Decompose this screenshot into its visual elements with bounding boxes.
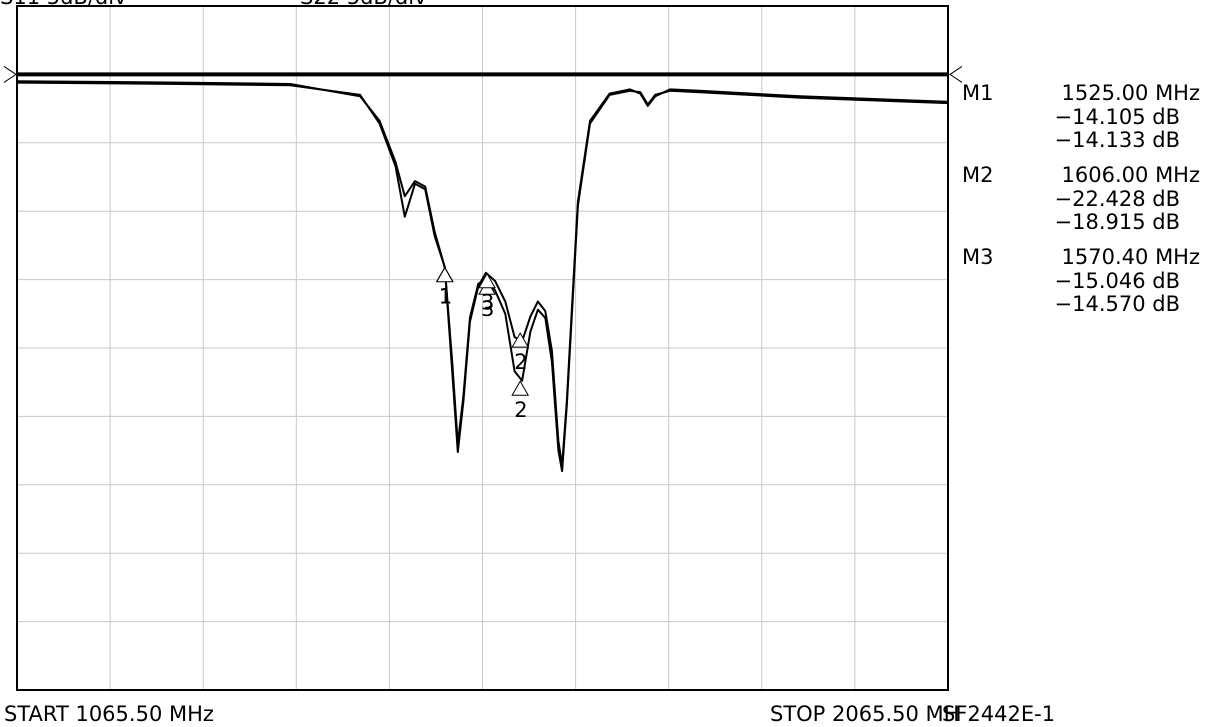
marker-freq: 1606.00 MHz: [1062, 163, 1200, 187]
marker-tag: 2: [514, 350, 527, 374]
stop-label: STOP 2065.50 MH: [770, 702, 959, 726]
header-s11: S11 5dB/div: [0, 0, 127, 9]
marker-freq: 1525.00 MHz: [1062, 81, 1200, 105]
marker-triangle: [511, 332, 530, 348]
plot-border: [16, 5, 949, 691]
trace: [16, 81, 949, 473]
marker-value: −14.570 dB: [1055, 292, 1181, 316]
marker-triangle: [511, 380, 530, 396]
marker-tag: 3: [481, 291, 494, 315]
model-label: SF2442E-1: [942, 702, 1055, 726]
marker-name: M2: [962, 163, 993, 187]
marker-triangle: [478, 272, 496, 289]
start-label: START 1065.50 MHz: [4, 702, 214, 726]
marker-value: −15.046 dB: [1055, 269, 1181, 293]
header-s22: S22 5dB/div: [300, 0, 427, 9]
marker-triangle: [435, 266, 454, 283]
marker-value: −18.915 dB: [1055, 210, 1181, 234]
ref-arrow-left: [3, 65, 17, 83]
marker-tag: 1: [439, 285, 452, 309]
marker-name: M1: [962, 81, 993, 105]
marker-tag: 2: [514, 398, 527, 422]
ref-arrow-right: [949, 65, 963, 83]
marker-name: M3: [962, 245, 993, 269]
marker-tag: 3: [481, 297, 494, 321]
marker-freq: 1570.40 MHz: [1062, 245, 1200, 269]
marker-value: −14.133 dB: [1055, 128, 1181, 152]
marker-tag: 1: [439, 284, 452, 308]
marker-value: −22.428 dB: [1055, 187, 1181, 211]
marker-value: −14.105 dB: [1055, 105, 1181, 129]
